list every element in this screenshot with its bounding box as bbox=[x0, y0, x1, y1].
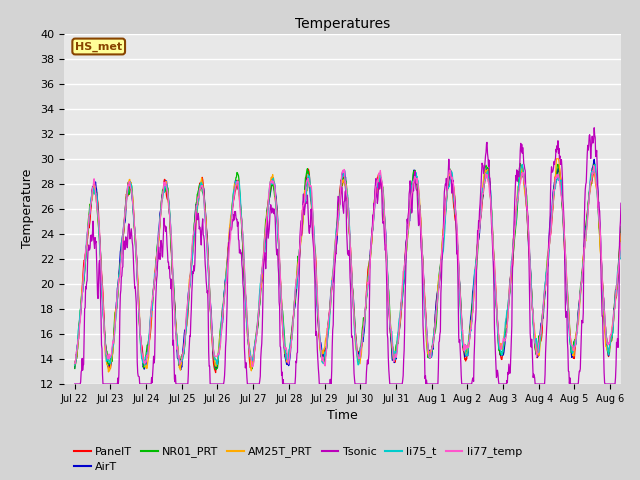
Y-axis label: Temperature: Temperature bbox=[22, 169, 35, 249]
Legend: PanelT, AirT, NR01_PRT, AM25T_PRT, Tsonic, li75_t, li77_temp: PanelT, AirT, NR01_PRT, AM25T_PRT, Tsoni… bbox=[70, 442, 527, 477]
X-axis label: Time: Time bbox=[327, 409, 358, 422]
Text: HS_met: HS_met bbox=[75, 41, 122, 52]
Title: Temperatures: Temperatures bbox=[295, 17, 390, 31]
